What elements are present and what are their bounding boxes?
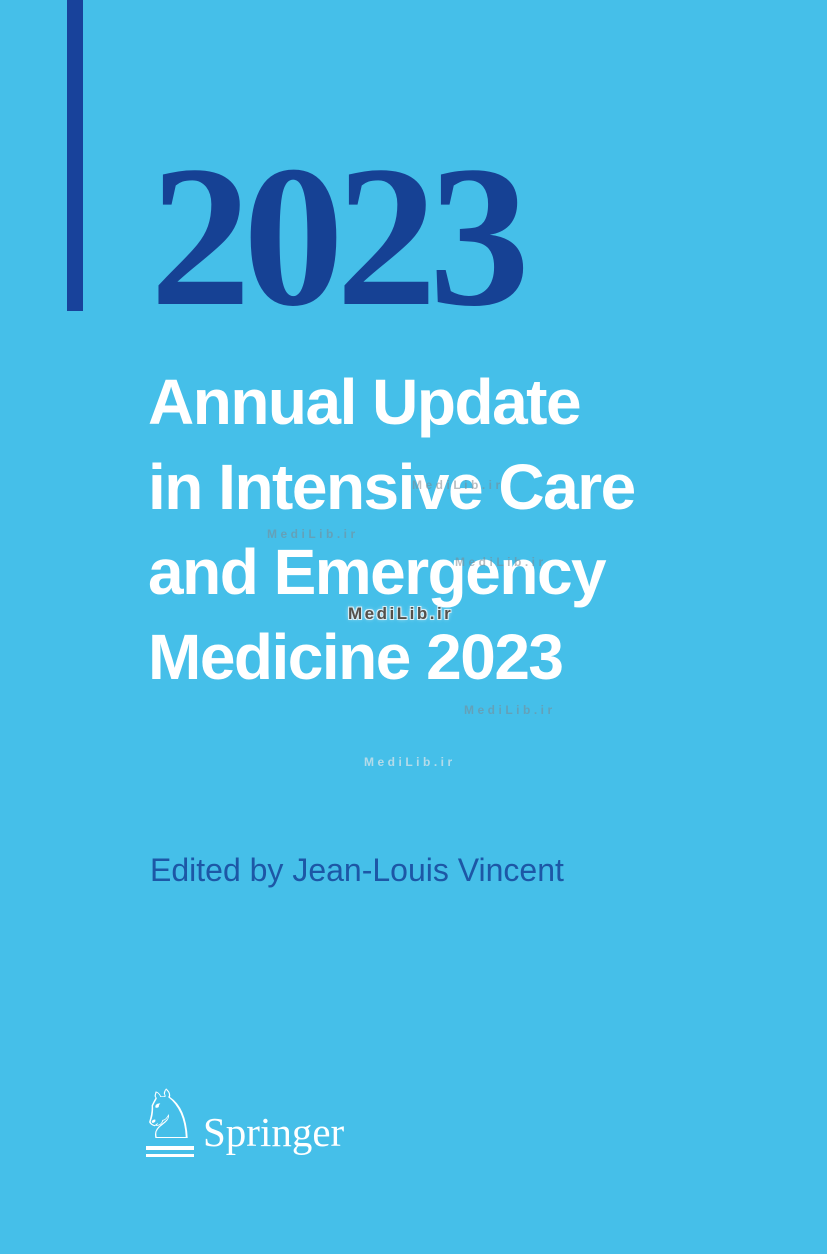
- watermark-main: MediLib.ir: [348, 604, 454, 623]
- springer-horse-knight-icon: ♘: [138, 1076, 199, 1155]
- logo-rule-thick: [146, 1146, 194, 1150]
- editor-line: Edited by Jean-Louis Vincent: [150, 852, 564, 888]
- title-line-4: Medicine 2023: [148, 621, 564, 693]
- publisher-name: Springer: [203, 1109, 345, 1155]
- watermark-faint: MediLib.ir: [412, 478, 504, 492]
- watermark-faint: MediLib.ir: [364, 755, 456, 769]
- year-display: 2023: [150, 124, 530, 348]
- title-line-3: and Emergency: [148, 536, 607, 608]
- title-line-1: Annual Update: [148, 366, 582, 438]
- book-title: Annual Update in Intensive Care and Emer…: [148, 360, 636, 700]
- logo-rule-thin: [146, 1154, 194, 1157]
- watermark-faint: MediLib.ir: [455, 555, 547, 569]
- title-line-2: in Intensive Care: [148, 451, 636, 523]
- watermark-faint: MediLib.ir: [267, 527, 359, 541]
- accent-bar: [67, 0, 83, 311]
- watermark-faint: MediLib.ir: [464, 703, 556, 717]
